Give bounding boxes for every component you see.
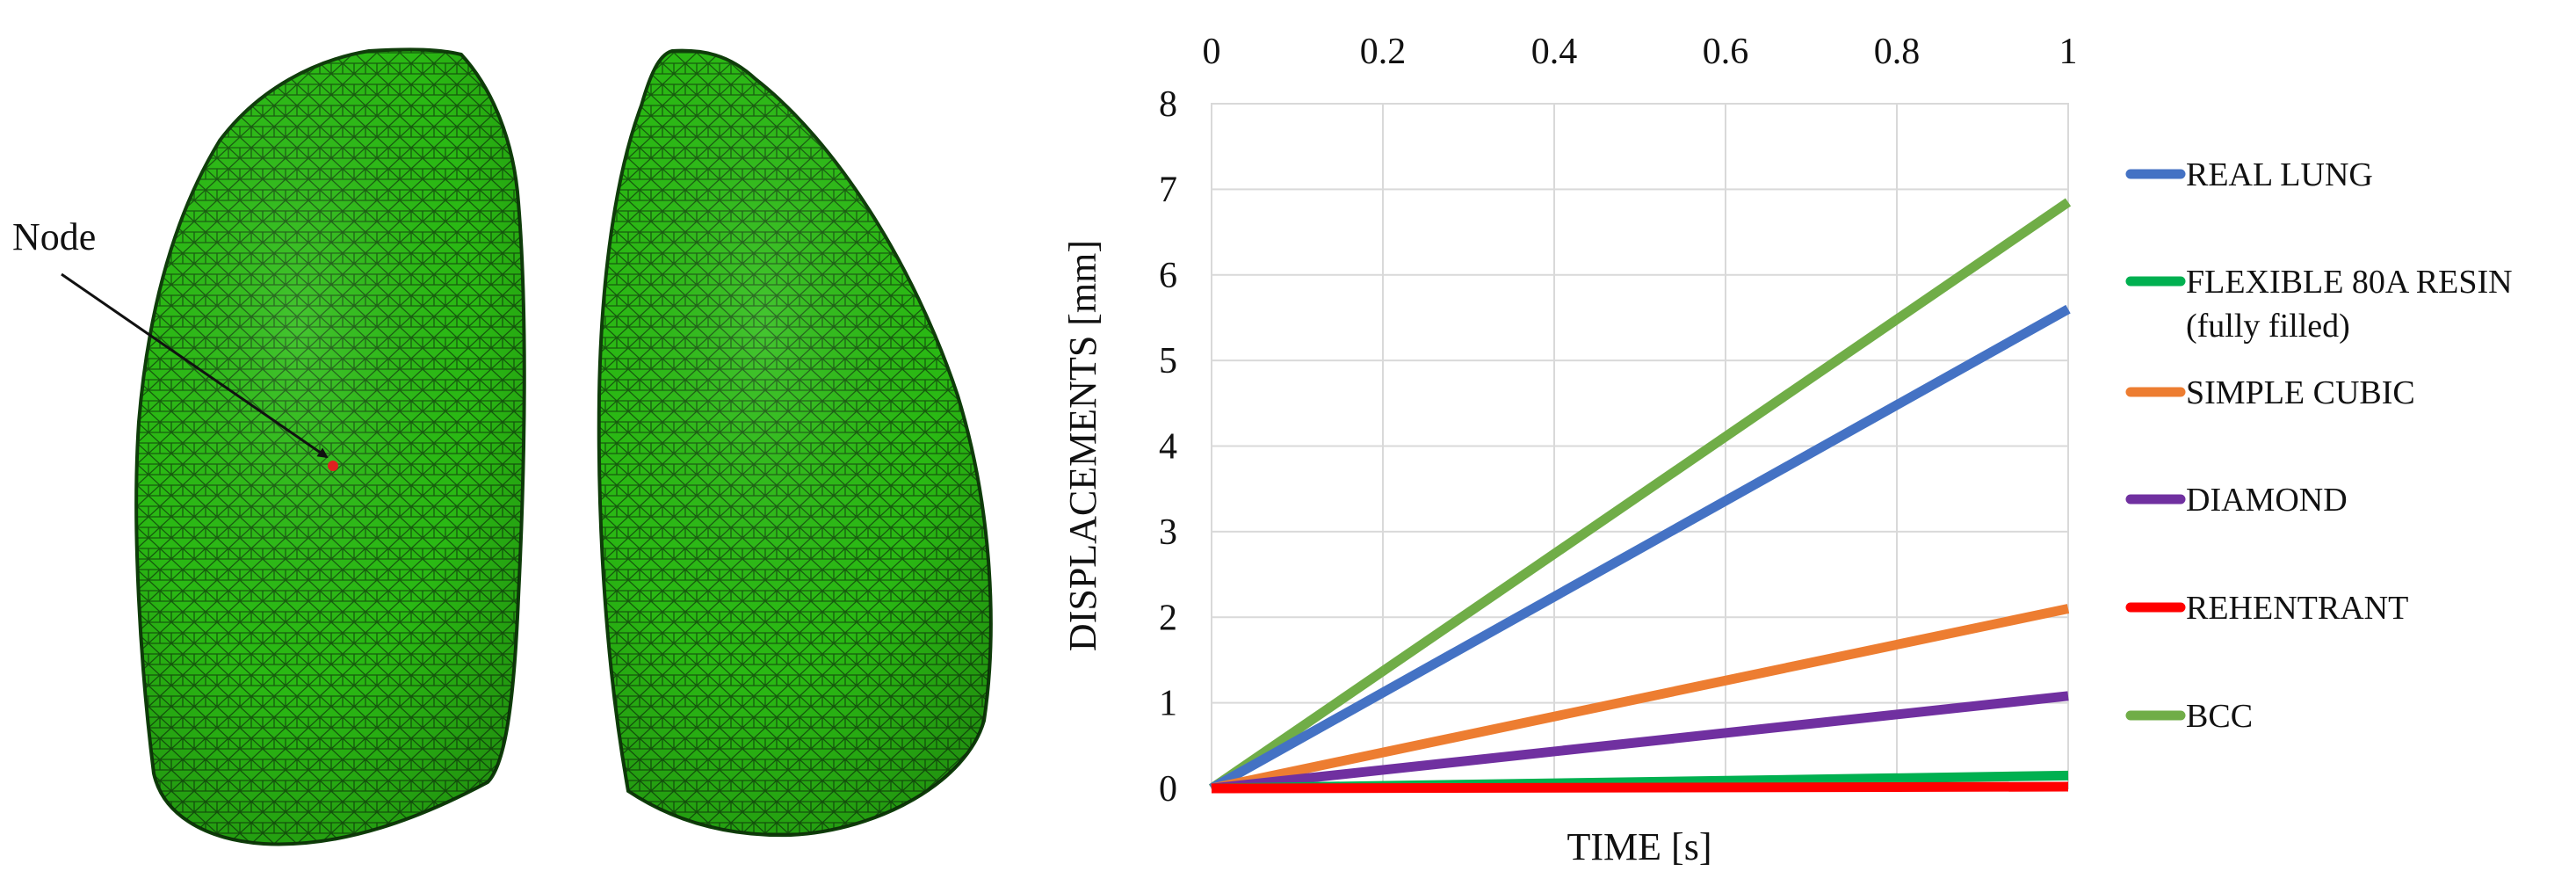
y-tick-labels: 0 1 2 3 4 5 6 7 8 — [1159, 84, 1177, 810]
right-lung-mesh — [597, 48, 993, 838]
legend-item: FLEXIBLE 80A RESIN (fully filled) — [2125, 264, 2513, 345]
legend-label: REAL LUNG — [2186, 156, 2373, 193]
x-tick-labels: 0 0.2 0.4 0.6 0.8 1 — [1203, 32, 2078, 72]
series-line-real-lung — [1209, 304, 2071, 793]
node-marker — [328, 461, 338, 471]
series-line-simple-cubic — [1210, 604, 2070, 794]
node-arrow — [61, 272, 329, 459]
series-line-bcc — [1208, 198, 2072, 793]
displacement-chart: 0 0.2 0.4 0.6 0.8 1 0 1 2 3 4 5 6 7 8 TIME [s] DISPLA… — [1061, 32, 2513, 868]
y-tick-label: 8 — [1159, 84, 1177, 125]
chart-legend: REAL LUNG FLEXIBLE 80A RESIN (fully filled… — [2125, 156, 2513, 735]
x-tick-label: 0.4 — [1531, 32, 1578, 72]
node-annotation: Node — [12, 215, 338, 471]
legend-label: FLEXIBLE 80A RESIN — [2186, 264, 2513, 301]
y-tick-label: 7 — [1159, 170, 1177, 210]
x-tick-label: 0.2 — [1360, 32, 1407, 72]
chart-grid — [1211, 103, 2069, 789]
chart-series — [1208, 198, 2072, 794]
node-label: Node — [12, 215, 96, 258]
y-tick-label: 4 — [1159, 427, 1177, 468]
legend-label: REHENTRANT — [2186, 590, 2408, 627]
legend-item: DIAMOND — [2125, 482, 2348, 519]
x-tick-label: 1 — [2059, 32, 2078, 72]
series-line-diamond — [1211, 691, 2069, 794]
y-tick-label: 0 — [1159, 769, 1177, 810]
legend-label: DIAMOND — [2186, 482, 2348, 519]
series-line-rehentrant — [1211, 781, 2069, 794]
x-tick-label: 0.8 — [1874, 32, 1921, 72]
y-tick-label: 5 — [1159, 341, 1177, 381]
legend-item: SIMPLE CUBIC — [2125, 374, 2415, 411]
legend-label-line2: (fully filled) — [2186, 308, 2350, 345]
legend-item: REAL LUNG — [2125, 156, 2373, 193]
legend-label: SIMPLE CUBIC — [2186, 374, 2415, 411]
x-tick-label: 0.6 — [1703, 32, 1749, 72]
x-tick-label: 0 — [1203, 32, 1221, 72]
y-tick-label: 6 — [1159, 256, 1177, 296]
x-axis-title: TIME [s] — [1567, 825, 1712, 868]
y-axis-title: DISPLACEMENTS [mm] — [1061, 240, 1104, 651]
y-tick-label: 1 — [1159, 684, 1177, 724]
legend-item: REHENTRANT — [2125, 590, 2408, 627]
y-tick-label: 2 — [1159, 598, 1177, 638]
legend-item: BCC — [2125, 698, 2253, 735]
left-lung-mesh — [134, 47, 526, 846]
legend-label: BCC — [2186, 698, 2253, 735]
y-tick-label: 3 — [1159, 512, 1177, 553]
